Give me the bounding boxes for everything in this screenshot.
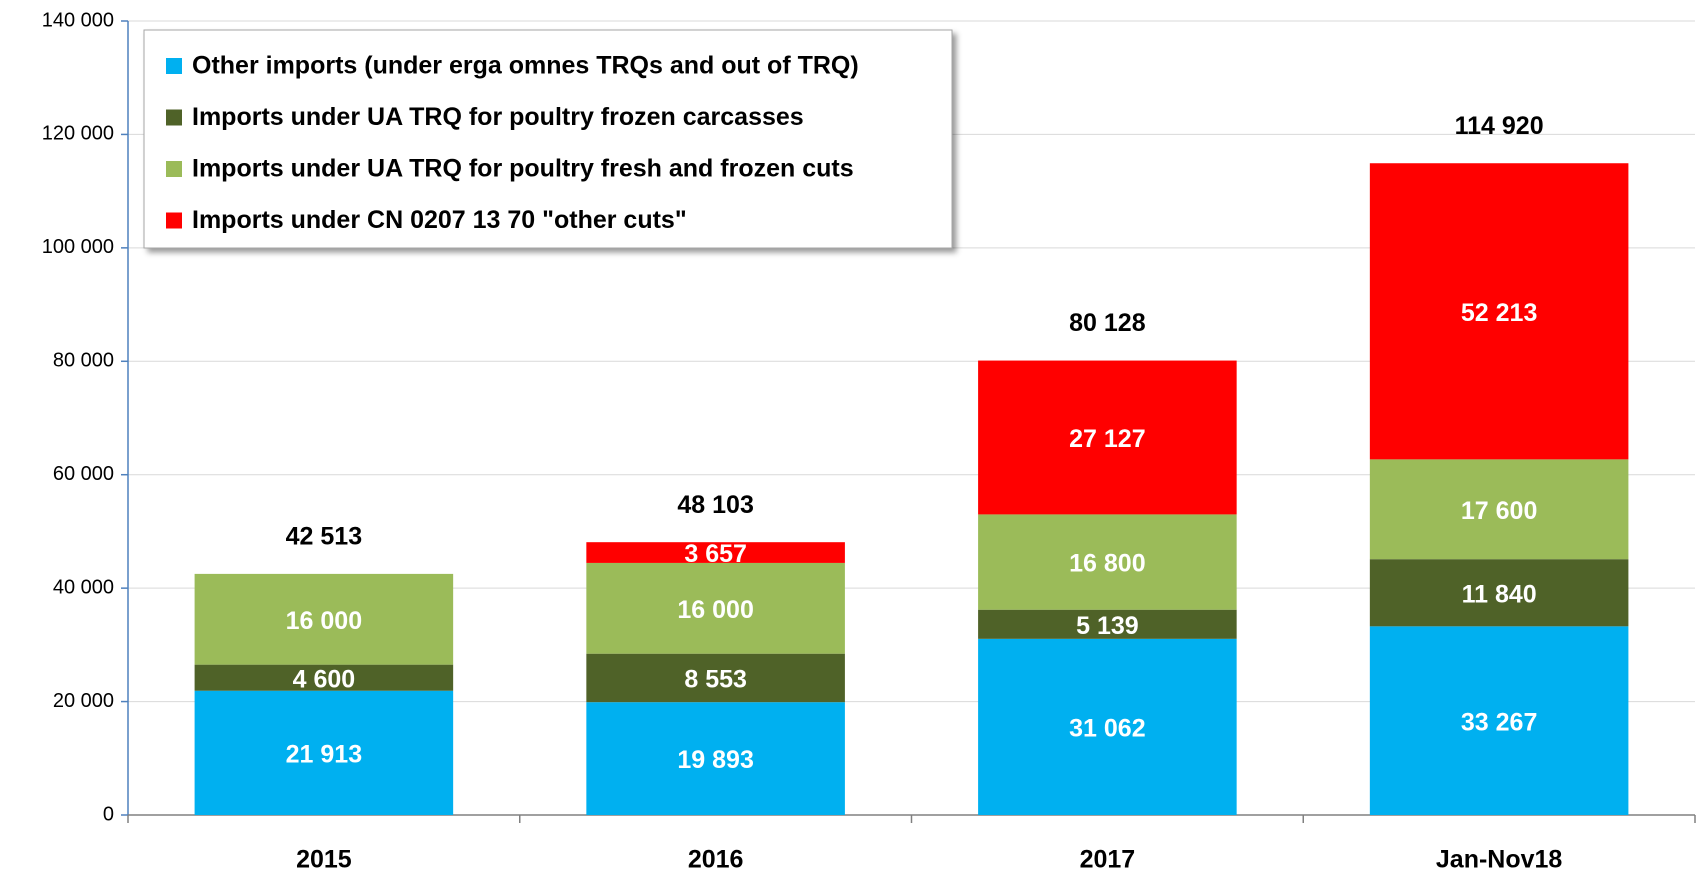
x-tick-label: 2017 — [1080, 846, 1136, 874]
segment-label: 31 062 — [1069, 715, 1145, 743]
legend-swatch — [166, 58, 182, 74]
y-tick-label: 100 000 — [42, 236, 114, 258]
bar-segment — [1369, 459, 1629, 560]
total-label: 80 128 — [1069, 309, 1146, 337]
segment-label: 19 893 — [677, 746, 753, 774]
legend-label: Other imports (under erga omnes TRQs and… — [192, 52, 859, 80]
total-label: 42 513 — [286, 522, 362, 550]
y-tick-label: 20 000 — [53, 690, 114, 712]
x-tick-label: 2015 — [296, 846, 352, 874]
bar-segment — [194, 664, 454, 691]
bar-segment — [586, 562, 845, 654]
segment-label: 4 600 — [293, 665, 356, 693]
bar-segment — [1369, 163, 1629, 460]
bar-segment — [586, 542, 845, 563]
segment-label: 33 267 — [1461, 708, 1537, 736]
y-tick-label: 120 000 — [42, 123, 114, 145]
segment-label: 11 840 — [1462, 580, 1537, 608]
segment-label: 52 213 — [1461, 299, 1537, 327]
legend-swatch — [166, 212, 182, 229]
legend-label: Imports under CN 0207 13 70 "other cuts" — [192, 206, 687, 234]
bar-segment — [194, 690, 454, 815]
legend-label: Imports under UA TRQ for poultry fresh a… — [192, 155, 854, 183]
bar-segment — [978, 360, 1237, 515]
y-tick-label: 40 000 — [53, 576, 114, 598]
segment-label: 5 139 — [1076, 612, 1139, 640]
legend: Other imports (under erga omnes TRQs and… — [143, 29, 953, 249]
y-tick-label: 140 000 — [42, 9, 114, 31]
bar-segment — [586, 653, 845, 703]
y-tick-label: 60 000 — [53, 463, 114, 485]
legend-swatch — [166, 161, 182, 177]
segment-label: 27 127 — [1069, 425, 1145, 453]
bar-segment — [586, 702, 845, 815]
segment-label: 21 913 — [286, 740, 362, 768]
x-tick-label: Jan-Nov18 — [1436, 846, 1563, 874]
bar-segment — [1369, 559, 1629, 627]
segment-label: 8 553 — [684, 666, 747, 694]
y-tick-label: 0 — [103, 803, 114, 825]
x-tick-label: 2016 — [688, 846, 744, 874]
segment-label: 16 000 — [286, 607, 362, 635]
legend-swatch — [166, 109, 182, 126]
segment-label: 16 000 — [677, 596, 753, 624]
bar-segment — [978, 609, 1237, 639]
segment-label: 17 600 — [1461, 497, 1537, 525]
y-tick-label: 80 000 — [53, 350, 114, 372]
bar-segment — [978, 514, 1237, 610]
legend-box — [143, 29, 953, 249]
bar-segment — [194, 573, 454, 665]
total-label: 114 920 — [1455, 112, 1544, 140]
segment-label: 16 800 — [1069, 550, 1145, 578]
legend-label: Imports under UA TRQ for poultry frozen … — [192, 103, 804, 131]
bar-segment — [978, 638, 1237, 815]
segment-label: 3 657 — [684, 540, 747, 568]
total-label: 48 103 — [677, 491, 753, 519]
bar-segment — [1369, 626, 1629, 815]
